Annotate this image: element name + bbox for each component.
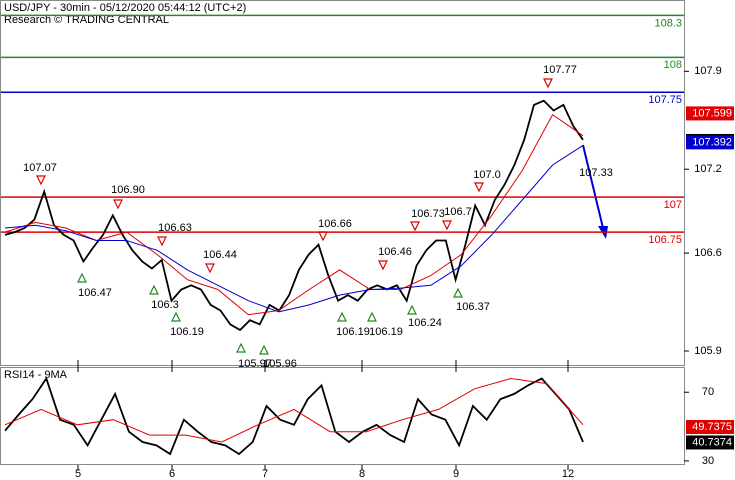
series-line	[4, 113, 584, 316]
y-tick-label: 107.9	[694, 65, 722, 77]
level-label: 107.75	[648, 94, 682, 106]
swing-label: 107.77	[543, 64, 577, 76]
chart-title: USD/JPY - 30min - 05/12/2020 05:44:12 (U…	[4, 2, 246, 14]
level-label: 106.75	[648, 234, 682, 246]
swing-marker	[113, 199, 123, 210]
rsi-label: RSI14 - 9MA	[4, 369, 68, 381]
swing-label: 106.37	[456, 301, 490, 313]
swing-marker	[407, 304, 417, 315]
swing-marker	[149, 284, 159, 295]
level-label: 107	[664, 199, 682, 211]
y-tick-label: 30	[702, 455, 714, 467]
price-tag	[686, 420, 734, 435]
x-tick-label: 5	[75, 468, 81, 480]
swing-label: 106.63	[158, 222, 192, 234]
swing-marker	[367, 311, 377, 322]
swing-label: 106.44	[203, 249, 237, 261]
swing-marker	[453, 287, 463, 298]
projection-arrow	[582, 144, 604, 229]
swing-label: 105.96	[263, 358, 297, 370]
swing-marker	[442, 220, 452, 231]
swing-marker	[77, 272, 87, 283]
level-label: 108.3	[654, 17, 682, 29]
swing-marker	[318, 231, 328, 242]
swing-marker	[337, 311, 347, 322]
swing-marker	[378, 260, 388, 271]
swing-label: 106.73	[411, 208, 445, 220]
x-tick-label: 8	[359, 468, 365, 480]
swing-label: 106.66	[318, 218, 352, 230]
swing-label: 106.46	[378, 246, 412, 258]
swing-label: 107.0	[473, 169, 501, 181]
swing-marker	[259, 344, 269, 355]
swing-marker	[171, 311, 181, 322]
swing-label: 106.47	[78, 287, 112, 299]
swing-label: 107.07	[23, 162, 57, 174]
y-tick-label: 107.2	[694, 163, 722, 175]
series-line	[4, 99, 584, 332]
price-tag	[686, 435, 734, 450]
swing-label: 106.24	[408, 317, 442, 329]
swing-marker	[36, 175, 46, 186]
swing-label: 106.19	[336, 326, 370, 338]
x-tick-label: 12	[562, 468, 574, 480]
chart-subtitle: Research © TRADING CENTRAL	[4, 14, 169, 26]
price-tag	[686, 106, 734, 121]
swing-label: 105.97	[238, 358, 272, 370]
level-label: 108	[664, 59, 682, 71]
swing-marker	[157, 236, 167, 247]
x-tick-label: 9	[453, 468, 459, 480]
swing-marker	[543, 78, 553, 89]
price-panel	[0, 0, 685, 366]
swing-label: 106.7	[444, 206, 472, 218]
price-tag-label: 107.599	[692, 107, 732, 119]
x-tick-label: 7	[262, 468, 268, 480]
y-tick-label: 105.9	[694, 345, 722, 357]
rsi-panel	[0, 367, 685, 465]
price-tag-label: 49.7375	[692, 421, 732, 433]
swing-marker	[236, 342, 246, 353]
y-tick-label: 106.6	[694, 247, 722, 259]
swing-label: 106.19	[369, 326, 403, 338]
y-tick-label: 70	[702, 386, 714, 398]
price-tag-label: 107.392	[692, 136, 732, 148]
swing-label: 106.90	[111, 184, 145, 196]
x-tick-label: 6	[169, 468, 175, 480]
series-line	[4, 377, 584, 443]
price-tag	[686, 135, 734, 150]
series-line	[4, 144, 584, 313]
swing-marker	[205, 263, 215, 274]
swing-label: 107.33	[579, 167, 613, 179]
series-line	[4, 376, 584, 456]
swing-marker	[474, 182, 484, 193]
swing-label: 106.3	[151, 299, 179, 311]
swing-label: 106.19	[170, 326, 204, 338]
swing-marker	[410, 221, 420, 232]
price-tag-label: 40.7374	[692, 436, 732, 448]
